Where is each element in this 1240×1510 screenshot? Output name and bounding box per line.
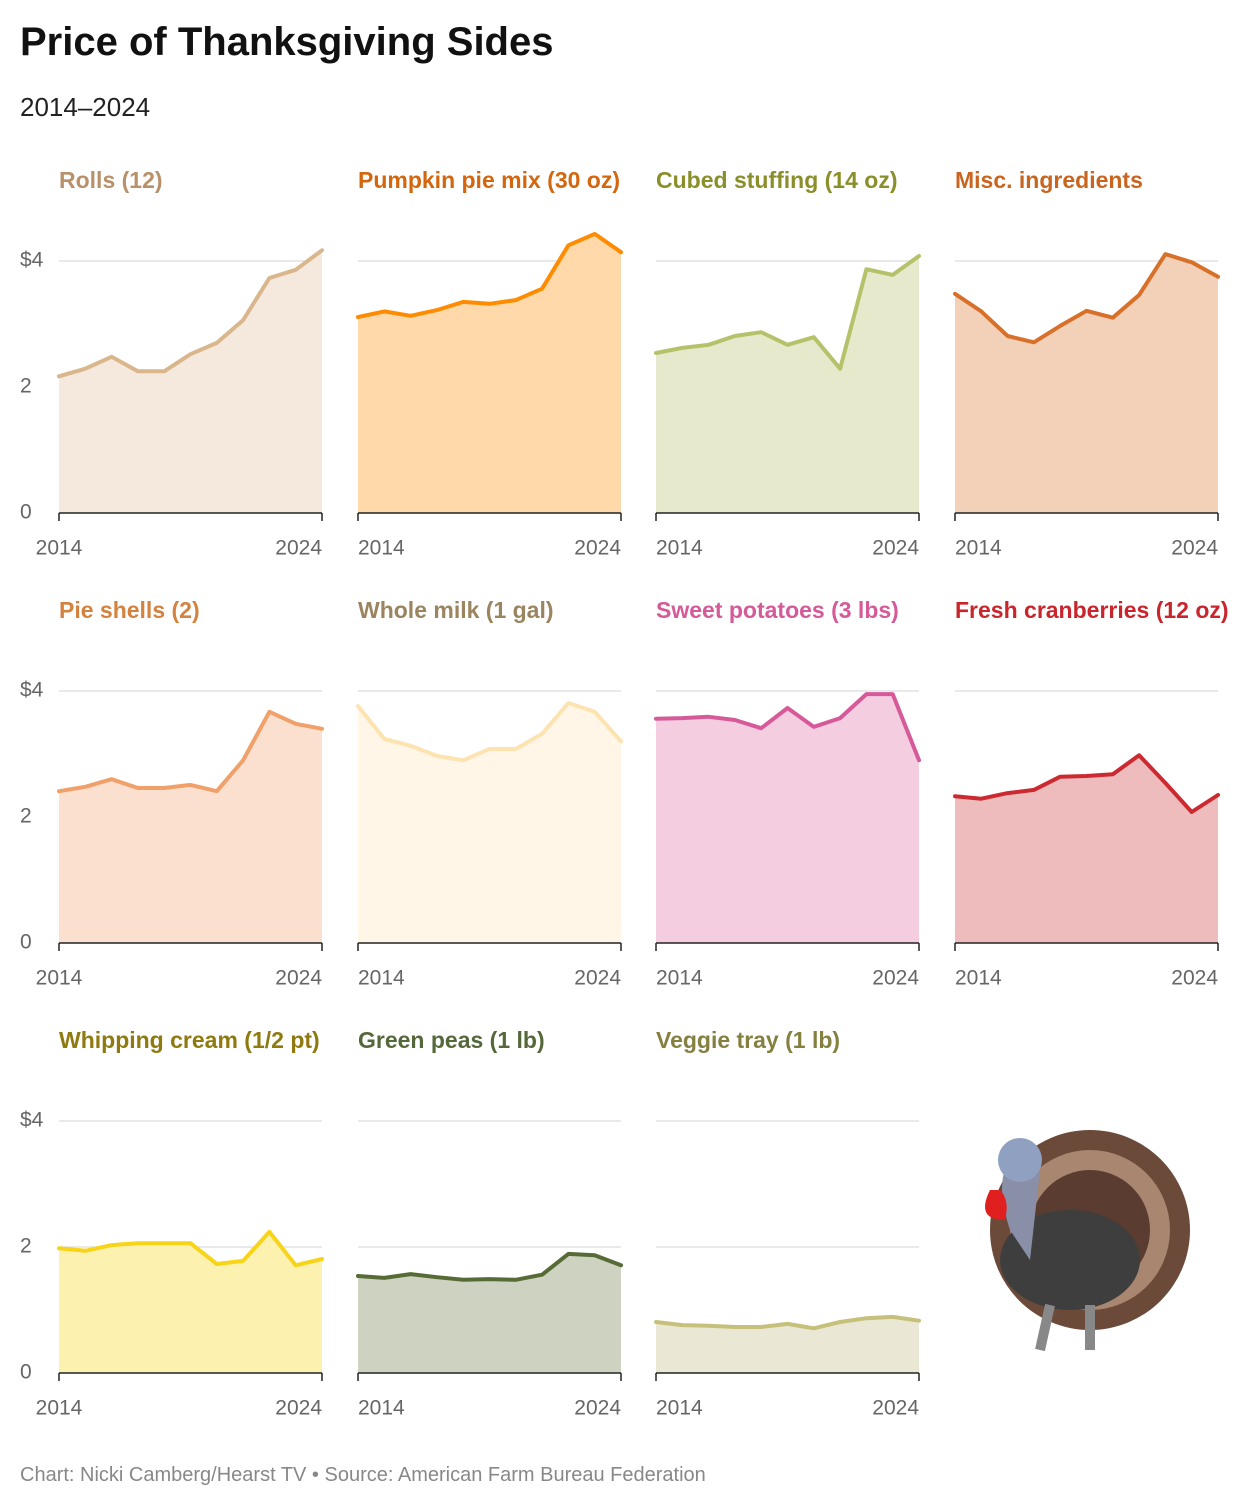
panel: 2014 2024 — [953, 252, 1220, 560]
panel-title: Misc. ingredients — [955, 167, 1143, 193]
y-tick-label: 0 — [20, 501, 32, 524]
line — [953, 753, 1220, 814]
x-tick-label: 2024 — [1171, 537, 1218, 560]
line — [654, 254, 921, 371]
x-tick-label: 2024 — [275, 537, 322, 560]
line — [57, 709, 324, 794]
panel: 2014 2024 — [356, 231, 623, 560]
title: Price of Thanksgiving Sides — [20, 20, 554, 64]
x-tick-label: 2024 — [275, 967, 322, 990]
panel-title: Pumpkin pie mix (30 oz) — [358, 167, 620, 193]
y-tick-label: 0 — [20, 931, 32, 954]
panel-title: Pie shells (2) — [59, 597, 200, 623]
area — [955, 755, 1218, 943]
panel: 2014 2024 — [356, 1120, 623, 1420]
x-tick-label: 2024 — [872, 537, 919, 560]
panel-title: Whole milk (1 gal) — [358, 597, 554, 623]
x-tick-label: 2024 — [872, 967, 919, 990]
x-tick-label: 2024 — [574, 967, 621, 990]
x-tick-label: 2014 — [36, 537, 83, 560]
area — [656, 1316, 919, 1373]
x-tick-label: 2024 — [275, 1397, 322, 1420]
panel-title: Sweet potatoes (3 lbs) — [656, 597, 899, 623]
area — [656, 694, 919, 943]
line — [654, 692, 921, 763]
turkey-icon — [985, 1130, 1190, 1352]
line — [356, 1251, 623, 1282]
area — [59, 711, 322, 943]
panel-title: Rolls (12) — [59, 167, 163, 193]
panel-title: Green peas (1 lb) — [358, 1027, 545, 1053]
panel: 2014 2024 — [654, 254, 921, 560]
panel: 2014 2024 — [654, 1120, 921, 1420]
line — [57, 1229, 324, 1268]
panel: 2014 2024 — [36, 248, 324, 560]
x-tick-label: 2024 — [574, 1397, 621, 1420]
panel: 2014 2024 — [36, 1120, 324, 1420]
x-tick-label: 2014 — [955, 967, 1002, 990]
panel: 2014 2024 — [36, 690, 324, 990]
x-tick-label: 2014 — [36, 967, 83, 990]
y-tick-label: $4 — [20, 679, 44, 702]
panel: 2014 2024 — [356, 690, 623, 990]
source: Chart: Nicki Camberg/Hearst TV • Source:… — [20, 1464, 706, 1486]
panel: 2014 2024 — [953, 690, 1220, 990]
line — [654, 1314, 921, 1331]
y-tick-label: 2 — [20, 805, 32, 828]
subtitle: 2014–2024 — [20, 92, 151, 122]
area — [955, 254, 1218, 513]
y-tick-label: $4 — [20, 1109, 44, 1132]
y-tick-label: 2 — [20, 1235, 32, 1258]
area — [59, 1231, 322, 1373]
panel-title: Whipping cream (1/2 pt) — [59, 1027, 320, 1053]
x-tick-label: 2014 — [358, 537, 405, 560]
area — [358, 703, 621, 943]
panel-title: Cubed stuffing (14 oz) — [656, 167, 898, 193]
x-tick-label: 2014 — [656, 967, 703, 990]
y-tick-label: $4 — [20, 249, 44, 272]
line — [356, 231, 623, 320]
line — [356, 701, 623, 763]
x-tick-label: 2014 — [358, 1397, 405, 1420]
x-tick-label: 2014 — [36, 1397, 83, 1420]
area — [358, 1253, 621, 1373]
panel-title: Veggie tray (1 lb) — [656, 1027, 841, 1053]
x-tick-label: 2024 — [1171, 967, 1218, 990]
panel-title: Fresh cranberries (12 oz) — [955, 597, 1229, 623]
line — [57, 248, 324, 379]
x-tick-label: 2014 — [358, 967, 405, 990]
line — [953, 252, 1220, 345]
area — [358, 233, 621, 513]
x-tick-label: 2014 — [656, 1397, 703, 1420]
area — [59, 250, 322, 514]
x-tick-label: 2014 — [955, 537, 1002, 560]
panel: 2014 2024 — [654, 690, 921, 990]
x-tick-label: 2024 — [574, 537, 621, 560]
y-tick-label: 0 — [20, 1361, 32, 1384]
area — [656, 256, 919, 513]
x-tick-label: 2014 — [656, 537, 703, 560]
x-tick-label: 2024 — [872, 1397, 919, 1420]
y-tick-label: 2 — [20, 375, 32, 398]
